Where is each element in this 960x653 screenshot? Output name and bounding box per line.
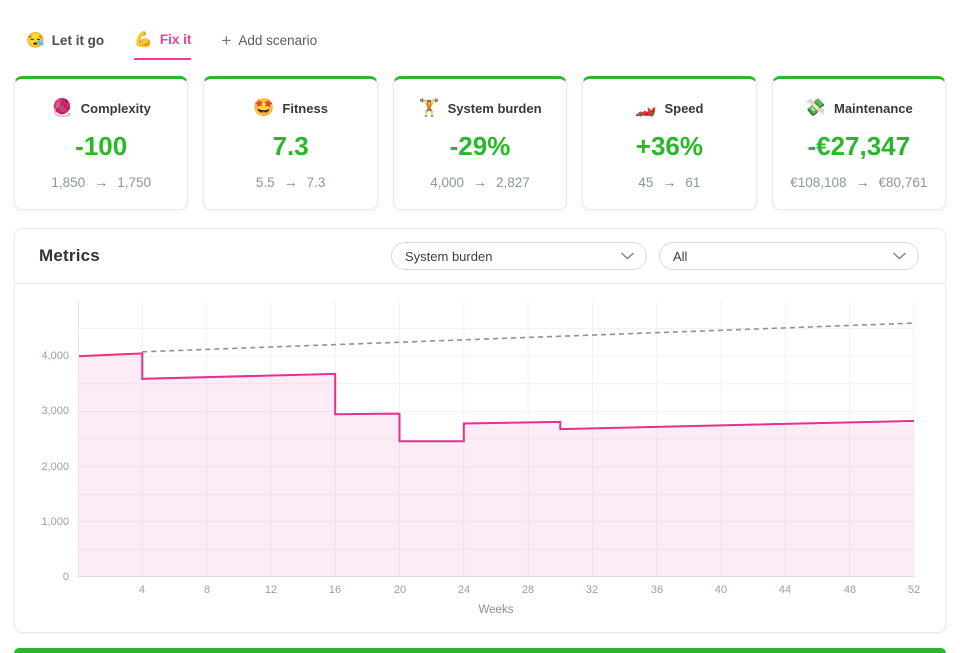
system-burden-fix-it-line bbox=[77, 352, 915, 443]
chevron-down-icon bbox=[621, 252, 634, 260]
y-tick-label: 4,000 bbox=[41, 350, 69, 362]
x-tick-label: 40 bbox=[714, 584, 728, 596]
system-burden-fix-it-area bbox=[78, 353, 914, 577]
plot-area bbox=[77, 301, 915, 577]
card-to-value: 2,827 bbox=[495, 174, 530, 190]
card-from-value: 1,850 bbox=[51, 174, 86, 190]
x-tick-label: 16 bbox=[328, 584, 342, 596]
tab-let-it-go-label: Let it go bbox=[51, 32, 105, 48]
card-title: Fitness bbox=[282, 100, 328, 116]
right-arrow-icon: → bbox=[283, 174, 298, 190]
card-from-value: 45 bbox=[638, 174, 654, 190]
x-tick-label: 32 bbox=[585, 584, 599, 596]
card-speed: 🏎️ Speed +36% 45 → 61 bbox=[582, 76, 757, 210]
right-arrow-icon: → bbox=[662, 174, 677, 190]
card-complexity: 🧶 Complexity -100 1,850 → 1,750 bbox=[14, 76, 189, 210]
y-tick-label: 1,000 bbox=[41, 516, 69, 528]
card-delta-value: 7.3 bbox=[272, 131, 309, 161]
tab-let-it-go[interactable]: 😪 Let it go bbox=[26, 30, 104, 60]
x-tick-label: 24 bbox=[457, 584, 471, 596]
sleepy-face-icon: 😪 bbox=[26, 32, 45, 49]
page-title: Metrics bbox=[39, 246, 100, 265]
x-tick-label: 12 bbox=[264, 584, 278, 596]
x-tick-label: 52 bbox=[907, 584, 921, 596]
weightlifter-icon: 🏋️ bbox=[418, 98, 440, 117]
metric-select-value: System burden bbox=[405, 248, 493, 264]
next-panel-top-border bbox=[14, 648, 946, 653]
tab-fix-it[interactable]: 💪 Fix it bbox=[134, 30, 192, 60]
x-tick-label: 8 bbox=[203, 584, 211, 596]
card-title: Maintenance bbox=[834, 100, 913, 116]
card-fitness: 🤩 Fitness 7.3 5.5 → 7.3 bbox=[203, 76, 378, 210]
tab-fix-it-label: Fix it bbox=[159, 31, 192, 47]
metric-select[interactable]: System burden bbox=[391, 242, 647, 270]
card-title: System burden bbox=[447, 100, 542, 116]
card-delta-value: -29% bbox=[449, 131, 511, 161]
add-scenario-button[interactable]: + Add scenario bbox=[221, 30, 317, 60]
kpi-cards-row: 🧶 Complexity -100 1,850 → 1,750 🤩 Fitnes… bbox=[14, 76, 946, 210]
x-tick-label: 48 bbox=[843, 584, 857, 596]
card-delta-value: +36% bbox=[635, 131, 703, 161]
card-title: Complexity bbox=[80, 100, 151, 116]
card-system-burden: 🏋️ System burden -29% 4,000 → 2,827 bbox=[392, 76, 568, 210]
filter-select[interactable]: All bbox=[659, 242, 919, 270]
x-tick-label: 28 bbox=[521, 584, 535, 596]
card-from-value: €108,108 bbox=[790, 174, 847, 190]
card-delta-value: -€27,347 bbox=[807, 131, 911, 161]
money-with-wings-icon: 💸 bbox=[804, 98, 826, 117]
yarn-icon: 🧶 bbox=[51, 98, 73, 117]
race-car-icon: 🏎️ bbox=[635, 98, 657, 117]
x-tick-label: 20 bbox=[393, 584, 407, 596]
metrics-panel: Metrics System burden All 0 1,000 2,000 3,0… bbox=[14, 228, 946, 633]
flexed-biceps-icon: 💪 bbox=[134, 31, 153, 48]
card-to-value: 61 bbox=[685, 174, 701, 190]
metrics-chart-svg bbox=[77, 301, 915, 577]
star-struck-icon: 🤩 bbox=[253, 98, 275, 117]
y-tick-label: 2,000 bbox=[41, 461, 69, 473]
right-arrow-icon: → bbox=[94, 174, 109, 190]
card-title: Speed bbox=[664, 100, 704, 116]
filter-select-value: All bbox=[673, 248, 688, 264]
baseline-let-it-go-line bbox=[142, 322, 915, 353]
scenario-tabs: 😪 Let it go 💪 Fix it + Add scenario bbox=[26, 30, 317, 60]
system-burden-chart: 0 1,000 2,000 3,000 4,000 4 8 12 16 20 24 28 32 36 40… bbox=[15, 301, 945, 631]
card-from-value: 5.5 bbox=[255, 174, 275, 190]
x-axis-title: Weeks bbox=[478, 604, 514, 616]
card-to-value: €80,761 bbox=[878, 174, 928, 190]
y-axis-labels: 0 1,000 2,000 3,000 4,000 bbox=[15, 301, 69, 583]
card-delta-value: -100 bbox=[75, 131, 128, 161]
card-to-value: 1,750 bbox=[117, 174, 151, 190]
card-to-value: 7.3 bbox=[306, 174, 326, 190]
x-axis-labels: 4 8 12 16 20 24 28 32 36 40 44 48 52 bbox=[78, 584, 920, 599]
add-scenario-label: Add scenario bbox=[238, 32, 318, 48]
x-tick-label: 44 bbox=[778, 584, 792, 596]
plus-icon: + bbox=[221, 30, 232, 50]
y-tick-label: 3,000 bbox=[41, 405, 69, 417]
right-arrow-icon: → bbox=[855, 174, 870, 190]
x-tick-label: 36 bbox=[650, 584, 664, 596]
card-maintenance: 💸 Maintenance -€27,347 €108,108 → €80,76… bbox=[771, 76, 946, 210]
chevron-down-icon bbox=[893, 252, 906, 260]
y-tick-label: 0 bbox=[62, 571, 69, 583]
x-tick-label: 4 bbox=[138, 584, 146, 596]
card-from-value: 4,000 bbox=[430, 174, 464, 190]
metrics-panel-header: Metrics System burden All bbox=[15, 229, 945, 284]
right-arrow-icon: → bbox=[472, 174, 487, 190]
